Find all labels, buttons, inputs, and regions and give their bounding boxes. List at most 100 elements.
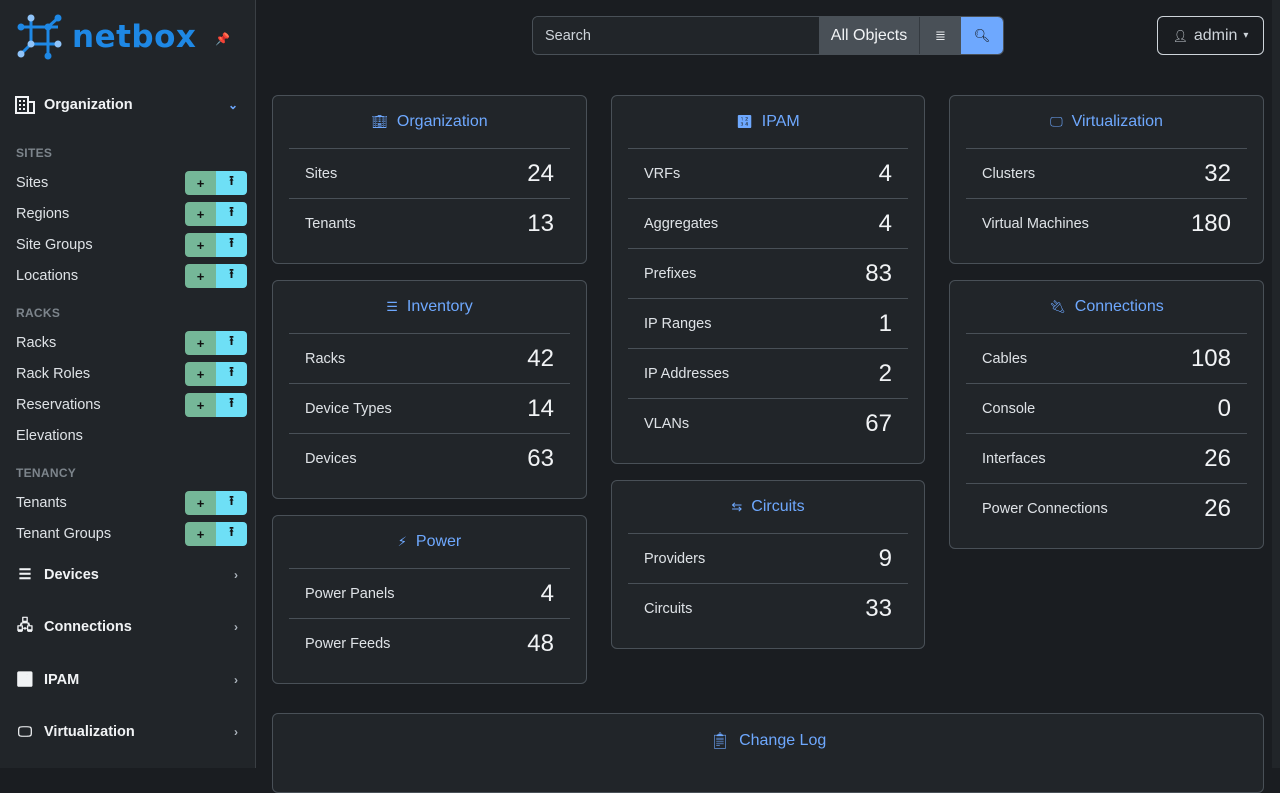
stat-label: Power Feeds [305,635,391,652]
add-button[interactable]: + [185,171,216,195]
netbox-logo-icon [17,14,62,60]
stat-label: Clusters [982,165,1036,182]
stat-row[interactable]: Power Panels 4 [289,568,570,618]
scrollbar[interactable] [1272,0,1280,768]
nav-organization-label: Organization [44,97,133,113]
add-button[interactable]: + [185,264,216,288]
card-header[interactable]: 🔢︎ IPAM [628,96,908,148]
stat-count: 4 [540,579,554,607]
stat-row[interactable]: IP Addresses 2 [628,348,908,398]
stat-row[interactable]: Sites 24 [289,148,570,198]
sidebar-item-racks[interactable]: Racks + ⭱ [16,331,247,355]
brand-name: netbox [72,19,197,55]
stat-count: 4 [878,209,892,237]
import-button[interactable]: ⭱ [216,202,247,226]
cable-icon: 🔌︎ [1049,299,1066,314]
stat-row[interactable]: Racks 42 [289,333,570,383]
stat-row[interactable]: Cables 108 [966,333,1247,383]
stat-row[interactable]: Console 0 [966,383,1247,433]
stat-row[interactable]: Prefixes 83 [628,248,908,298]
add-button[interactable]: + [185,233,216,257]
sidebar-item-reservations[interactable]: Reservations + ⭱ [16,393,247,417]
sidebar-item-rack-roles[interactable]: Rack Roles + ⭱ [16,362,247,386]
stat-row[interactable]: VLANs 67 [628,398,908,448]
card-header[interactable]: ☰ Inventory [289,281,570,333]
sidebar-item-locations[interactable]: Locations + ⭱ [16,264,247,288]
card-title: Circuits [751,498,805,515]
stat-row[interactable]: Tenants 13 [289,198,570,248]
sidebar-item-site-groups[interactable]: Site Groups + ⭱ [16,233,247,257]
user-menu-button[interactable]: 👤︎ admin ▾ [1157,16,1264,55]
search-bar: Search All Objects ≣ 🔍︎ [532,16,1004,55]
search-scope-select[interactable]: All Objects [819,17,920,54]
stat-row[interactable]: Power Connections 26 [966,483,1247,533]
card-header[interactable]: ⇆ Circuits [628,481,908,533]
stat-count: 13 [527,209,554,237]
add-button[interactable]: + [185,522,216,546]
stat-label: Power Panels [305,585,395,602]
nav-organization[interactable]: Organization ⌄ [14,93,242,117]
import-button[interactable]: ⭱ [216,331,247,355]
stat-row[interactable]: Virtual Machines 180 [966,198,1247,248]
stat-row[interactable]: Power Feeds 48 [289,618,570,668]
changelog-header[interactable]: 📋︎ Change Log [273,714,1263,768]
item-actions: + ⭱ [185,331,247,355]
stat-label: Sites [305,165,338,182]
card-inventory: ☰ Inventory Racks 42 Device Types 14 Devices 63 [272,280,587,499]
stat-row[interactable]: Circuits 33 [628,583,908,633]
sidebar-item-label: Racks [16,335,57,351]
nav-ipam[interactable]: 🔢︎ IPAM › [14,668,242,692]
add-button[interactable]: + [185,202,216,226]
import-button[interactable]: ⭱ [216,393,247,417]
nav-devices[interactable]: ☰ Devices › [14,563,242,587]
nav-virtualization[interactable]: 🖵︎ Virtualization › [14,720,242,744]
sidebar-item-label: Sites [16,175,49,191]
sidebar-item-elevations[interactable]: Elevations [16,424,247,448]
stat-row[interactable]: Clusters 32 [966,148,1247,198]
stat-row[interactable]: Interfaces 26 [966,433,1247,483]
stat-label: Circuits [644,600,693,617]
sidebar-item-tenants[interactable]: Tenants + ⭱ [16,491,247,515]
nav-connections[interactable]: 🖧︎ Connections › [14,615,242,639]
card-header[interactable]: 🏢︎ Organization [289,96,570,148]
import-button[interactable]: ⭱ [216,264,247,288]
stat-count: 4 [878,159,892,187]
stat-row[interactable]: VRFs 4 [628,148,908,198]
flash-icon: ⚡︎ [397,534,407,549]
card-header[interactable]: 🔌︎ Connections [966,281,1247,333]
sidebar-item-tenant-groups[interactable]: Tenant Groups + ⭱ [16,522,247,546]
card-header[interactable]: 🖵︎ Virtualization [966,96,1247,148]
sidebar-item-regions[interactable]: Regions + ⭱ [16,202,247,226]
card-title: Organization [396,113,488,130]
stat-row[interactable]: Aggregates 4 [628,198,908,248]
card-power: ⚡︎ Power Power Panels 4 Power Feeds 48 [272,515,587,684]
add-button[interactable]: + [185,393,216,417]
search-input[interactable]: Search [533,17,819,54]
stat-row[interactable]: Devices 63 [289,433,570,483]
import-button[interactable]: ⭱ [216,522,247,546]
import-button[interactable]: ⭱ [216,491,247,515]
building-icon [14,95,36,115]
stat-label: VRFs [644,165,681,182]
stat-row[interactable]: Device Types 14 [289,383,570,433]
filter-button[interactable]: ≣ [920,17,961,54]
add-button[interactable]: + [185,362,216,386]
stat-label: Racks [305,350,346,367]
search-button[interactable]: 🔍︎ [961,17,1003,54]
item-actions: + ⭱ [185,233,247,257]
card-header[interactable]: ⚡︎ Power [289,516,570,568]
sidebar-item-label: Elevations [16,428,83,444]
sidebar-item-sites[interactable]: Sites + ⭱ [16,171,247,195]
card-title: Virtualization [1071,113,1163,130]
import-button[interactable]: ⭱ [216,171,247,195]
add-button[interactable]: + [185,491,216,515]
stat-row[interactable]: IP Ranges 1 [628,298,908,348]
import-button[interactable]: ⭱ [216,233,247,257]
netbox-logo[interactable]: netbox [16,14,196,60]
pin-sidebar-icon[interactable]: 📌 [215,32,230,46]
section-tenancy: TENANCY [16,466,77,480]
import-button[interactable]: ⭱ [216,362,247,386]
stat-label: VLANs [644,415,690,432]
stat-row[interactable]: Providers 9 [628,533,908,583]
add-button[interactable]: + [185,331,216,355]
